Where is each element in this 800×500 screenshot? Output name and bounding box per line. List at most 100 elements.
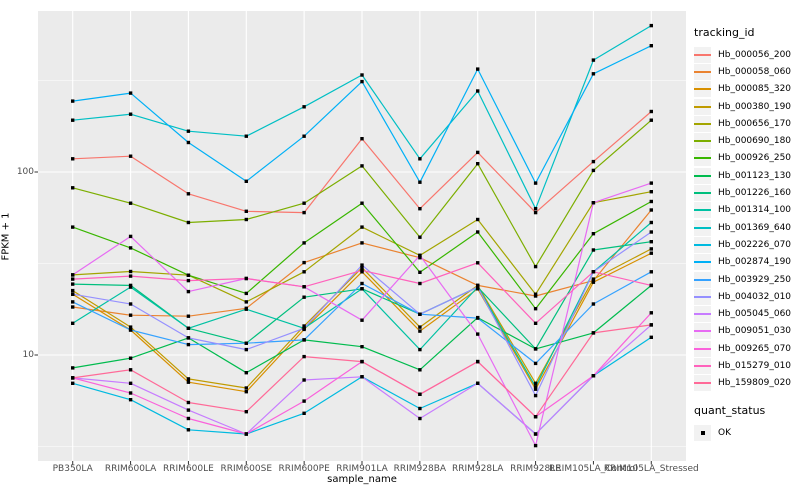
data-point — [591, 232, 596, 236]
legend: tracking_id Hb_000056_200 Hb_000058_060 Hb… — [694, 26, 798, 441]
data-point — [71, 99, 75, 103]
x-tick-label: RRIM600PE — [278, 464, 330, 474]
data-point — [244, 390, 248, 394]
legend-entry: Hb_000926_250 — [694, 150, 798, 167]
x-tick-label: RRIM928LE — [510, 464, 561, 474]
data-point — [71, 292, 75, 296]
legend-entry-label: Hb_005045_060 — [718, 309, 792, 320]
data-point — [649, 118, 653, 122]
data-point — [533, 387, 538, 391]
data-point — [360, 241, 364, 245]
data-point — [186, 416, 191, 421]
data-point — [186, 273, 191, 277]
x-tick-label: RRIM105LA_Control — [549, 464, 638, 474]
data-point — [649, 240, 653, 244]
legend-entry-label: Hb_015279_010 — [718, 360, 792, 371]
legend-key-line — [694, 340, 711, 357]
legend-entry: Hb_000690_180 — [694, 132, 798, 150]
data-point — [186, 326, 191, 330]
data-point — [649, 220, 653, 225]
data-point — [360, 268, 364, 273]
data-point — [649, 109, 653, 114]
legend-entry: Hb_001314_100 — [694, 202, 798, 219]
legend-key-line — [694, 46, 711, 63]
series-color-line-icon — [694, 382, 711, 385]
series-color-line-icon — [694, 261, 711, 264]
data-point — [71, 118, 75, 122]
data-point — [360, 359, 364, 364]
legend-entry: Hb_003929_250 — [694, 271, 798, 288]
data-point — [533, 361, 538, 366]
y-tick-label: 10 — [22, 350, 34, 360]
legend-entry-label: Hb_001123_130 — [718, 170, 792, 181]
data-point — [360, 345, 364, 349]
data-point — [71, 381, 75, 385]
data-point — [244, 307, 248, 311]
data-point — [128, 91, 133, 95]
data-point — [476, 332, 480, 336]
data-point — [591, 331, 596, 335]
data-point — [476, 162, 480, 166]
series-color-line-icon — [694, 140, 711, 143]
data-point — [476, 150, 480, 155]
data-point — [360, 73, 364, 77]
legend-entry-label: Hb_159809_020 — [718, 378, 792, 389]
data-point — [418, 157, 422, 161]
data-point — [649, 208, 653, 212]
data-point — [302, 201, 306, 205]
data-point — [360, 318, 364, 322]
legend-key-line — [694, 357, 711, 374]
x-tick-label: RRIM600SE — [220, 464, 273, 474]
data-point — [302, 134, 306, 138]
legend-entry-label: Hb_009051_030 — [718, 326, 792, 337]
legend-entry: Hb_000058_060 — [694, 63, 798, 80]
legend-entry-label: Hb_000058_060 — [718, 66, 792, 77]
data-point — [186, 336, 191, 340]
data-point — [418, 281, 422, 286]
legend-key-line — [694, 150, 711, 167]
legend-key-line — [694, 271, 711, 288]
data-point — [302, 241, 306, 245]
data-point — [186, 129, 191, 133]
data-point — [591, 168, 596, 173]
x-tick-label: RRIM928BA — [393, 464, 447, 474]
data-point — [244, 432, 248, 436]
data-point — [476, 67, 480, 71]
legend-entry-label: Hb_001226_160 — [718, 188, 792, 199]
data-point — [533, 347, 538, 351]
data-point — [418, 235, 422, 239]
legend-entry-label: Hb_001314_100 — [718, 205, 792, 216]
legend-entry: Hb_159809_020 — [694, 375, 798, 392]
series-color-line-icon — [694, 192, 711, 195]
data-point — [418, 207, 422, 211]
data-point — [591, 280, 596, 284]
legend-entry-label: Hb_000056_200 — [718, 49, 792, 60]
data-point — [360, 263, 364, 267]
legend-entry-label: Hb_002226_070 — [718, 239, 792, 250]
data-point — [302, 354, 306, 359]
data-point — [71, 186, 75, 190]
data-point — [418, 270, 422, 274]
data-point — [128, 313, 133, 317]
legend-key-line — [694, 167, 711, 184]
y-tick-label: 100 — [16, 167, 34, 177]
data-point — [533, 210, 538, 215]
series-color-line-icon — [694, 347, 711, 350]
legend-entry: Hb_001226_160 — [694, 184, 798, 202]
data-point — [533, 307, 538, 311]
data-point — [128, 274, 133, 278]
data-point — [476, 359, 480, 364]
data-point — [128, 328, 133, 332]
data-point — [128, 234, 133, 239]
data-point — [302, 378, 306, 382]
legend-entry: Hb_002874_190 — [694, 254, 798, 271]
data-point — [128, 269, 133, 274]
data-point — [128, 154, 133, 158]
data-point — [533, 381, 538, 385]
data-point — [649, 23, 653, 28]
data-point — [71, 273, 75, 277]
data-point — [418, 392, 422, 396]
data-point — [360, 266, 364, 270]
legend-key-line — [694, 185, 711, 202]
data-point — [244, 276, 248, 281]
